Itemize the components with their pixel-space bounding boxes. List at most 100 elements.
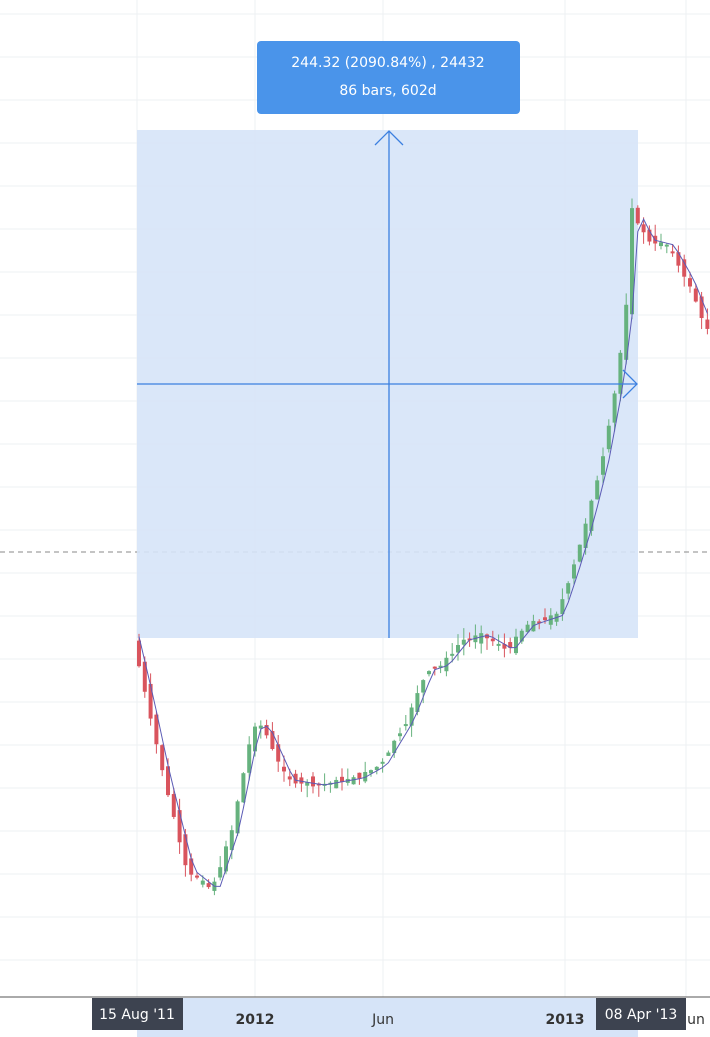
candle-body xyxy=(369,770,373,774)
candle-body xyxy=(456,645,460,653)
candle-body xyxy=(502,644,507,649)
candle-body xyxy=(282,766,286,772)
candle-body xyxy=(444,657,449,672)
candle-body xyxy=(351,777,356,785)
candle-body xyxy=(218,867,223,878)
candle-body xyxy=(548,615,553,625)
candle-body xyxy=(386,752,391,756)
candle-body xyxy=(224,846,228,872)
candle-body xyxy=(357,772,362,779)
candle-body xyxy=(166,766,170,796)
candle-body xyxy=(229,830,234,851)
candle-body xyxy=(421,680,426,693)
candle-body xyxy=(699,296,704,319)
range-end-badge xyxy=(596,998,686,1030)
candle-body xyxy=(664,244,669,247)
time-label: 2012 xyxy=(236,1012,275,1028)
candle-body xyxy=(618,352,623,394)
candle-body xyxy=(693,288,698,302)
candle-body xyxy=(160,745,165,771)
candle-body xyxy=(398,733,402,737)
candle-body xyxy=(630,208,634,315)
candle-body xyxy=(589,500,594,531)
candle-body xyxy=(670,251,675,254)
candle-body xyxy=(705,319,710,329)
candle-body xyxy=(537,621,542,624)
candle-body xyxy=(380,761,385,764)
candles xyxy=(137,198,710,896)
range-start-badge xyxy=(92,998,183,1030)
candle-body xyxy=(392,740,397,754)
candle-body xyxy=(235,801,240,834)
measure-arrows xyxy=(137,130,638,638)
moving-average xyxy=(138,218,708,887)
candle-body xyxy=(270,730,275,749)
candle-body xyxy=(577,544,582,562)
candle-body xyxy=(461,639,466,645)
candle-body xyxy=(583,523,588,549)
candle-body xyxy=(154,714,159,745)
time-axis-range xyxy=(137,998,638,1037)
candle-body xyxy=(438,665,443,668)
candle-body xyxy=(241,773,246,803)
candle-body xyxy=(276,744,281,762)
candle-body xyxy=(566,583,571,594)
candle-body xyxy=(247,744,252,773)
candle-body xyxy=(572,564,576,579)
tooltip-line: 86 bars, 602d xyxy=(339,83,436,99)
candle-body xyxy=(595,480,600,500)
candle-body xyxy=(659,242,663,247)
candle-body xyxy=(479,633,484,644)
candle-body xyxy=(183,834,188,866)
candle-body xyxy=(409,707,414,726)
candle-body xyxy=(293,773,298,784)
candle-body xyxy=(299,777,304,784)
candle-body xyxy=(514,636,518,654)
candle-body xyxy=(612,393,617,423)
candle-body xyxy=(485,634,489,639)
candle-body xyxy=(148,683,153,719)
candle-body xyxy=(560,599,565,615)
candle-body xyxy=(195,875,199,878)
candle-body xyxy=(508,642,513,648)
candle-body xyxy=(688,278,692,287)
candle-body xyxy=(543,617,547,621)
candle-body xyxy=(340,776,344,783)
candle-body xyxy=(258,725,263,729)
measure-tooltip xyxy=(257,41,520,114)
candle-body xyxy=(374,766,379,771)
candle-body xyxy=(635,207,640,224)
time-label: Jun xyxy=(682,1012,705,1028)
candle-body xyxy=(287,776,292,780)
candle-body xyxy=(206,883,211,888)
candle-body xyxy=(177,810,182,843)
candle-body xyxy=(200,880,205,885)
candle-body xyxy=(496,643,501,646)
candle-body xyxy=(264,725,269,736)
candle-body xyxy=(601,456,605,475)
range-start: 15 Aug '11 xyxy=(99,1007,175,1023)
candle-body xyxy=(606,425,611,450)
candle-body xyxy=(676,252,681,266)
candle-body xyxy=(137,640,141,667)
candle-body xyxy=(305,782,310,786)
candle-body xyxy=(525,624,530,633)
candle-body xyxy=(334,779,339,789)
time-label: 2013 xyxy=(546,1012,585,1028)
candle-body xyxy=(142,661,147,692)
range-end: 08 Apr '13 xyxy=(605,1007,678,1023)
candle-body xyxy=(311,776,315,787)
candle-body xyxy=(432,666,437,669)
candle-body xyxy=(427,671,431,675)
candle-body xyxy=(171,794,176,817)
candle-body xyxy=(519,630,524,642)
candle-body xyxy=(641,224,646,233)
candle-body xyxy=(624,304,629,360)
candle-body xyxy=(647,229,652,242)
tooltip-line: 244.32 (2090.84%) , 24432 xyxy=(291,55,484,71)
candle-body xyxy=(415,693,420,713)
time-label: Jun xyxy=(371,1012,394,1028)
candle-body xyxy=(682,259,687,277)
candle-body xyxy=(253,726,257,752)
